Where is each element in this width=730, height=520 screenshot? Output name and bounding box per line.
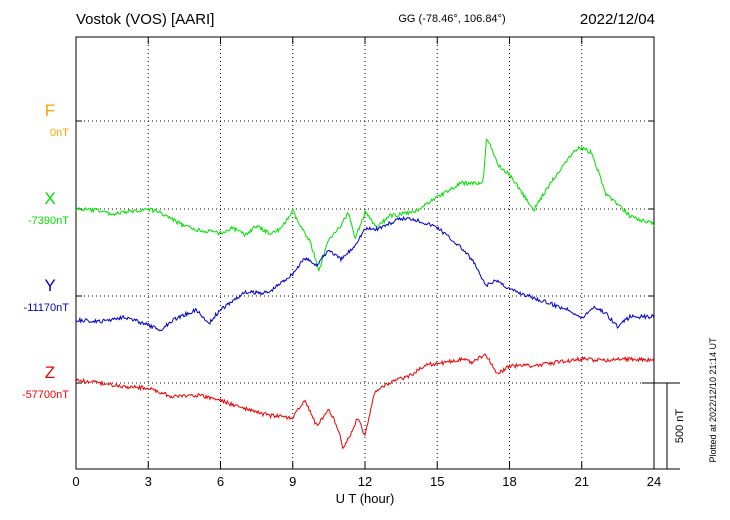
panel-name-f: F [45, 101, 55, 120]
x-axis-ticks: 0 3 6 9 12 15 18 21 24 [72, 37, 661, 489]
series-group [75, 138, 655, 450]
scale-bar-label: 500 nT [674, 409, 686, 444]
panel-baseline-f: 0nT [50, 127, 69, 139]
panel-baseline-y: -11170nT [24, 302, 70, 314]
x-tick-label: 21 [575, 474, 589, 489]
panel-labels: F 0nT X -7390nT Y -11170nT Z -57700nT [22, 101, 69, 401]
x-tick-label: 24 [647, 474, 661, 489]
panel-name-x: X [44, 189, 55, 208]
x-tick-label: 3 [145, 474, 152, 489]
x-tick-label: 18 [502, 474, 516, 489]
panel-baseline-z: -57700nT [22, 389, 69, 401]
coordinates-label: GG (-78.46°, 106.84°) [398, 13, 505, 25]
panel-baseline-x: -7390nT [28, 215, 69, 227]
x-tick-label: 12 [358, 474, 372, 489]
station-title: Vostok (VOS) [AARI] [76, 11, 214, 28]
series-line-z [75, 353, 655, 450]
series-line-x [75, 138, 655, 272]
x-tick-label: 15 [430, 474, 444, 489]
scale-bar: 500 nT [642, 382, 686, 470]
series-line-y [75, 215, 655, 332]
x-tick-label: 9 [289, 474, 296, 489]
plotted-at-label: Plotted at 2022/12/10 21:14 UT [708, 337, 718, 463]
panel-name-z: Z [45, 363, 55, 382]
panel-name-y: Y [44, 276, 55, 295]
x-tick-label: 0 [72, 474, 79, 489]
date-label: 2022/12/04 [580, 11, 655, 28]
x-tick-label: 6 [217, 474, 224, 489]
x-axis-label: U T (hour) [336, 491, 395, 506]
grid [76, 37, 654, 469]
